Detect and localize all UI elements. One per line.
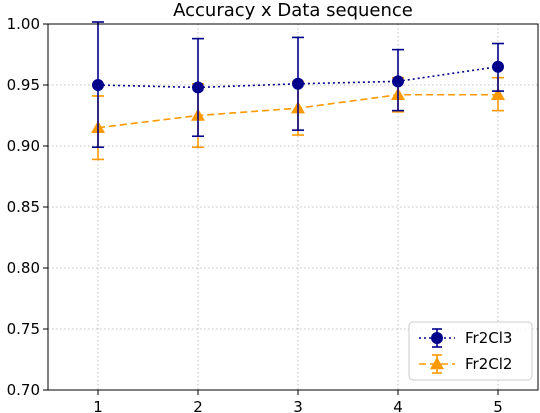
series-layer bbox=[91, 21, 505, 161]
x-tick-label: 2 bbox=[193, 398, 203, 413]
series-fr2cl3 bbox=[92, 21, 504, 149]
legend: Fr2Cl3 Fr2Cl2 bbox=[408, 321, 533, 381]
y-tick-label: 0.95 bbox=[7, 76, 40, 94]
data-point bbox=[292, 77, 304, 90]
data-point bbox=[92, 79, 104, 91]
x-tick-label: 3 bbox=[293, 398, 303, 413]
legend-label: Fr2Cl3 bbox=[465, 329, 512, 347]
axes: 0.70 0.75 0.80 0.85 0.90 0.95 1.00 1 2 3 4 5 bbox=[7, 15, 503, 413]
legend-marker bbox=[430, 357, 444, 370]
y-tick-label: 0.70 bbox=[7, 381, 40, 399]
x-tick-label: 4 bbox=[393, 398, 403, 413]
legend-label: Fr2Cl2 bbox=[465, 355, 512, 373]
data-point bbox=[492, 60, 504, 73]
y-tick-label: 0.75 bbox=[7, 320, 40, 338]
y-tick-label: 0.85 bbox=[7, 198, 40, 216]
chart-title: Accuracy x Data sequence bbox=[173, 0, 413, 21]
x-tick-label: 5 bbox=[493, 398, 503, 413]
legend-marker bbox=[431, 332, 443, 344]
data-point bbox=[192, 81, 204, 94]
data-point bbox=[392, 75, 404, 88]
x-tick-label: 1 bbox=[93, 398, 103, 413]
legend-item-fr2cl3: Fr2Cl3 bbox=[419, 328, 512, 348]
y-tick-label: 1.00 bbox=[7, 15, 40, 33]
legend-item-fr2cl2: Fr2Cl2 bbox=[419, 354, 512, 374]
y-tick-label: 0.80 bbox=[7, 259, 40, 277]
y-tick-label: 0.90 bbox=[7, 137, 40, 155]
data-point bbox=[491, 87, 505, 101]
